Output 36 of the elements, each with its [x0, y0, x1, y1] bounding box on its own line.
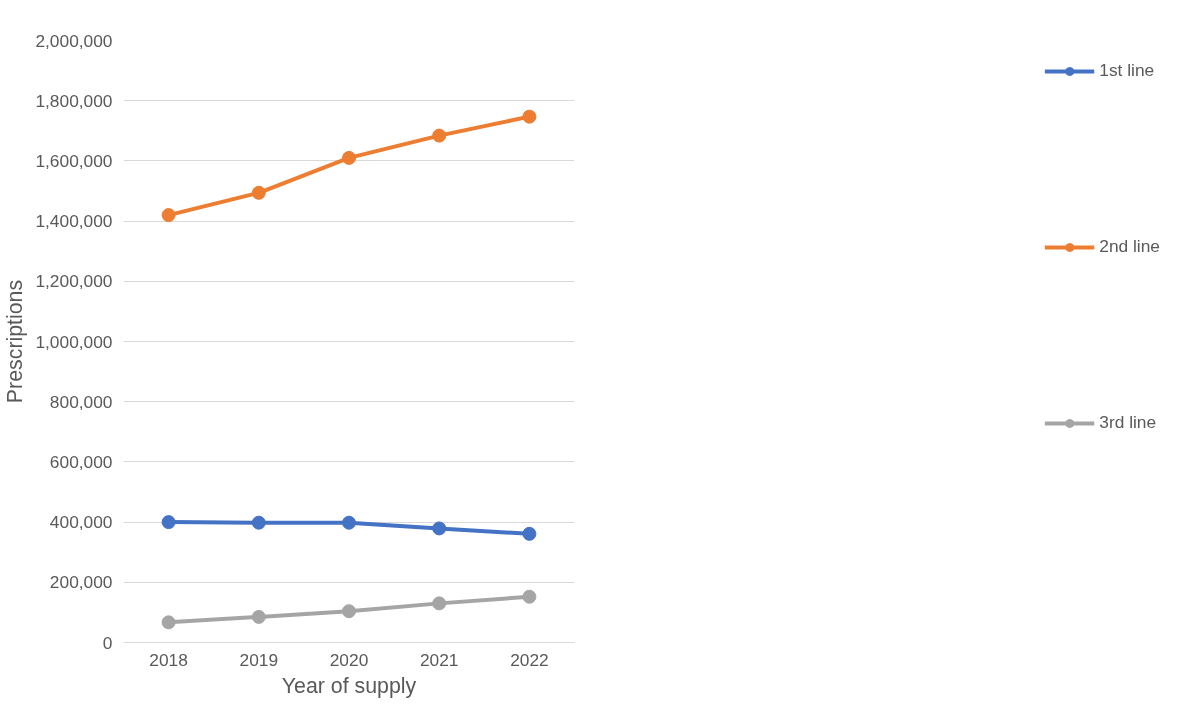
x-tick-label: 2020 — [329, 649, 369, 670]
x-tick-label: 2022 — [510, 649, 549, 670]
point — [522, 589, 537, 604]
y-tick-label: 200,000 — [49, 572, 113, 593]
y-tick-label: 1,400,000 — [35, 211, 113, 232]
point — [432, 596, 447, 611]
point — [432, 128, 447, 143]
point — [161, 208, 176, 223]
y-tick-label: 0 — [102, 632, 113, 653]
x-tick-label: 2021 — [419, 649, 459, 670]
point — [342, 150, 356, 165]
point — [251, 515, 266, 530]
point — [161, 615, 176, 630]
y-tick-label: 1,600,000 — [35, 150, 113, 171]
point — [522, 109, 537, 124]
point — [251, 609, 266, 624]
point — [342, 515, 356, 530]
y-tick-label: 2,000,000 — [35, 30, 113, 51]
x-tick-label: 2018 — [149, 649, 188, 670]
y-tick-label: 1,800,000 — [35, 90, 113, 111]
legend-label: 2nd line — [1099, 236, 1160, 257]
point — [432, 521, 447, 536]
y-tick-label: 400,000 — [49, 512, 113, 533]
y-tick-label: 1,000,000 — [35, 331, 113, 352]
legend-label: 1st line — [1099, 60, 1155, 81]
point — [161, 515, 176, 530]
point — [251, 185, 266, 200]
x-axis-title: Year of supply — [281, 673, 417, 698]
y-axis-title: Prescriptions — [3, 279, 28, 404]
point — [342, 604, 356, 619]
y-tick-label: 800,000 — [49, 391, 113, 412]
x-tick-label: 2019 — [239, 649, 279, 670]
legend-label: 3rd line — [1099, 412, 1157, 433]
point — [522, 526, 537, 541]
y-tick-label: 600,000 — [49, 451, 113, 472]
y-tick-label: 1,200,000 — [35, 271, 113, 292]
